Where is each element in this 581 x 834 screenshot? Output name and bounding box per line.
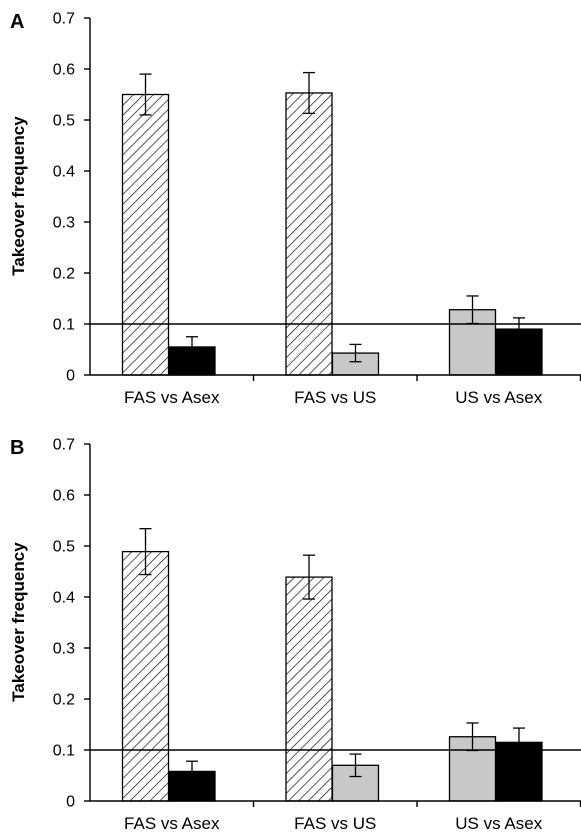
- y-ticks: 0 0.1 0.2 0.3 0.4 0.5 0.6 0.7: [53, 11, 90, 385]
- y-axis-title: Takeover frequency: [9, 542, 28, 702]
- panel-letter: A: [10, 11, 24, 33]
- bar-fas: [121, 93, 170, 376]
- category-label: US vs Asex: [455, 814, 542, 833]
- y-tick-label: 0.4: [53, 164, 75, 181]
- y-tick-label: 0.2: [53, 266, 75, 283]
- category-label: FAS vs US: [294, 814, 376, 833]
- y-tick-label: 0.4: [53, 590, 75, 607]
- category-label: FAS vs Asex: [124, 814, 220, 833]
- panel-letter: B: [10, 437, 24, 459]
- x-ticks: [252, 801, 581, 807]
- y-ticks: 0 0.1 0.2 0.3 0.4 0.5 0.6 0.7: [53, 437, 90, 811]
- category-label: FAS vs US: [294, 388, 376, 407]
- bars: [121, 92, 543, 376]
- y-axis-title: Takeover frequency: [9, 116, 28, 276]
- bars: [121, 550, 543, 802]
- y-tick-label: 0.6: [53, 62, 75, 79]
- category-label: US vs Asex: [455, 388, 542, 407]
- y-tick-label: 0.3: [53, 215, 75, 232]
- category-labels: FAS vs Asex FAS vs US US vs Asex: [124, 814, 543, 833]
- y-tick-label: 0.3: [53, 641, 75, 658]
- y-tick-label: 0.6: [53, 488, 75, 505]
- panel-a: A Takeover frequency 0 0.1 0.2 0.3 0.4 0.5 0.6…: [9, 11, 581, 407]
- x-ticks: [252, 375, 581, 381]
- panel-b: B Takeover frequency 0 0.1 0.2 0.3 0.4 0.5 0.6…: [9, 437, 581, 833]
- y-tick-label: 0.5: [53, 539, 75, 556]
- y-tick-label: 0.7: [53, 11, 75, 28]
- y-tick-label: 0: [66, 368, 75, 385]
- bar-fas: [121, 550, 170, 802]
- bar-fas: [285, 92, 333, 376]
- category-label: FAS vs Asex: [124, 388, 220, 407]
- y-tick-label: 0.1: [53, 317, 75, 334]
- y-tick-label: 0: [66, 794, 75, 811]
- y-tick-label: 0.7: [53, 437, 75, 454]
- category-labels: FAS vs Asex FAS vs US US vs Asex: [124, 388, 543, 407]
- bar-fas: [285, 576, 333, 802]
- y-tick-label: 0.2: [53, 692, 75, 709]
- y-tick-label: 0.1: [53, 743, 75, 760]
- y-tick-label: 0.5: [53, 113, 75, 130]
